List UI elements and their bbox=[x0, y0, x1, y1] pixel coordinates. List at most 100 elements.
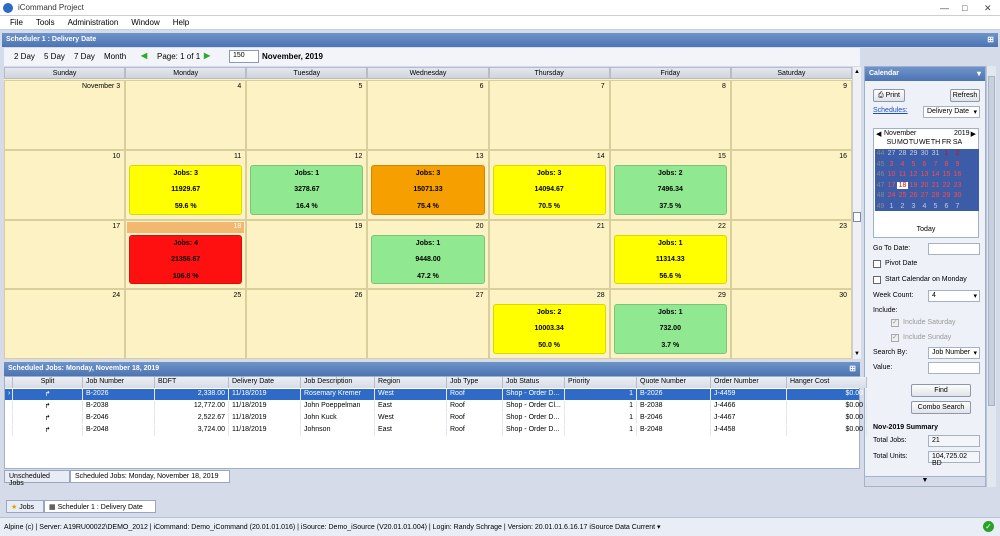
menu-window[interactable]: Window bbox=[131, 18, 160, 27]
day-cell[interactable]: 25 bbox=[125, 289, 247, 359]
mini-day[interactable]: 17 bbox=[887, 181, 896, 189]
day-cell[interactable]: 21 bbox=[488, 219, 610, 290]
day-cell[interactable]: 17 bbox=[4, 219, 126, 290]
column-header[interactable]: Job Type bbox=[447, 377, 503, 388]
menu-administration[interactable]: Administration bbox=[67, 18, 119, 27]
mini-day[interactable]: 8 bbox=[944, 160, 949, 168]
refresh-button[interactable]: Refresh bbox=[950, 89, 980, 102]
minimize-icon[interactable]: — bbox=[940, 3, 949, 13]
mini-day[interactable]: 2 bbox=[900, 202, 905, 210]
start-monday-checkbox[interactable] bbox=[873, 276, 881, 284]
mini-day[interactable]: 29 bbox=[942, 192, 951, 199]
mini-day[interactable]: 27 bbox=[887, 150, 896, 157]
panel-menu-icon[interactable]: ▾ bbox=[976, 69, 981, 78]
mini-day[interactable]: 3 bbox=[889, 160, 894, 168]
day-cell[interactable]: 19 bbox=[246, 219, 368, 290]
mini-day[interactable]: 27 bbox=[920, 192, 929, 199]
mini-day[interactable]: 19 bbox=[909, 181, 918, 189]
next-page-icon[interactable]: ▶ bbox=[204, 51, 211, 60]
mini-month[interactable]: November bbox=[884, 130, 917, 137]
column-header[interactable]: Order Number bbox=[711, 377, 787, 388]
job-summary-box[interactable]: Jobs: 2 7496.34 37.5 % bbox=[613, 164, 727, 215]
side-panel-expand-icon[interactable]: ▼ bbox=[864, 476, 986, 487]
mini-day[interactable]: 14 bbox=[931, 171, 940, 178]
day-cell[interactable]: 26 bbox=[246, 289, 368, 359]
mini-day[interactable]: 11 bbox=[898, 171, 907, 178]
mini-day[interactable]: 4 bbox=[922, 202, 927, 210]
mini-day[interactable]: 23 bbox=[953, 181, 962, 189]
mini-day[interactable]: 15 bbox=[942, 171, 951, 178]
column-header[interactable]: BDFT bbox=[155, 377, 229, 388]
mini-day[interactable]: 7 bbox=[933, 160, 938, 168]
split-icon[interactable]: ↱ bbox=[13, 413, 83, 424]
job-summary-box[interactable]: Jobs: 3 14094.67 70.5 % bbox=[492, 164, 606, 215]
day-cell[interactable]: 8 bbox=[609, 80, 731, 150]
day-cell[interactable]: 10 bbox=[4, 149, 126, 220]
today-button[interactable]: Today bbox=[916, 226, 936, 233]
view-5day-button[interactable]: 5 Day bbox=[44, 52, 65, 61]
mini-day[interactable]: 3 bbox=[911, 202, 916, 210]
column-header[interactable]: Job Number bbox=[83, 377, 155, 388]
view-month-button[interactable]: Month bbox=[104, 52, 127, 61]
mini-day[interactable]: 31 bbox=[931, 150, 940, 157]
job-summary-box[interactable]: Jobs: 3 15071.33 75.4 % bbox=[371, 164, 485, 215]
schedules-link[interactable]: Schedules: bbox=[873, 107, 908, 114]
mini-year[interactable]: 2019 bbox=[954, 130, 970, 137]
view-7day-button[interactable]: 7 Day bbox=[74, 52, 95, 61]
mini-day[interactable]: 24 bbox=[887, 192, 896, 199]
include-sunday-checkbox[interactable]: ✓ bbox=[891, 334, 899, 342]
week-count-select[interactable]: 4 ▾ bbox=[928, 290, 980, 302]
pin-icon[interactable]: ⊞ bbox=[987, 35, 994, 44]
mini-day[interactable]: 30 bbox=[920, 150, 929, 157]
mini-day[interactable]: 21 bbox=[931, 181, 940, 189]
table-row[interactable]: ↱ B-2046 2,522.67 11/18/2019 John Kuck West Ro… bbox=[5, 413, 867, 424]
menu-tools[interactable]: Tools bbox=[35, 18, 55, 27]
table-row[interactable]: ↱ B-2048 3,724.00 11/18/2019 Johnson East Roof… bbox=[5, 425, 867, 436]
mini-day[interactable]: 29 bbox=[909, 150, 918, 157]
mini-day[interactable]: 12 bbox=[909, 171, 918, 178]
find-button[interactable]: Find bbox=[911, 384, 971, 397]
job-summary-box[interactable]: Jobs: 4 21356.67 106.8 % bbox=[129, 234, 243, 285]
schedules-select[interactable]: Delivery Date ▾ bbox=[923, 106, 980, 118]
side-panel-scrollbar[interactable] bbox=[986, 66, 996, 487]
tab-jobs[interactable]: ★ Jobs bbox=[6, 500, 44, 513]
mini-prev-icon[interactable]: ◀ bbox=[876, 131, 882, 138]
close-icon[interactable]: ✕ bbox=[984, 3, 992, 13]
pin-icon[interactable]: ⊞ bbox=[849, 364, 856, 373]
column-header[interactable]: Split bbox=[13, 377, 83, 388]
column-header[interactable]: Quote Number bbox=[637, 377, 711, 388]
mini-day[interactable]: 16 bbox=[953, 171, 962, 178]
mini-day[interactable]: 6 bbox=[922, 160, 927, 168]
mini-day[interactable]: 25 bbox=[898, 192, 907, 199]
day-cell[interactable]: 23 bbox=[730, 219, 852, 290]
job-summary-box[interactable]: Jobs: 1 3278.67 16.4 % bbox=[250, 164, 364, 215]
maximize-icon[interactable]: □ bbox=[962, 3, 968, 13]
job-summary-box[interactable]: Jobs: 2 10003.34 50.0 % bbox=[492, 304, 606, 354]
page-size-input[interactable]: 150 bbox=[229, 50, 259, 63]
menu-file[interactable]: File bbox=[10, 18, 23, 27]
combo-search-button[interactable]: Combo Search bbox=[911, 401, 971, 414]
mini-day[interactable]: 20 bbox=[920, 181, 929, 189]
prev-page-icon[interactable]: ◀ bbox=[141, 51, 148, 60]
mini-day[interactable]: 13 bbox=[920, 171, 929, 178]
split-icon[interactable]: ↱ bbox=[13, 401, 83, 412]
mini-day[interactable]: 10 bbox=[887, 171, 896, 178]
day-cell[interactable]: 6 bbox=[367, 80, 489, 150]
split-icon[interactable]: ↱ bbox=[13, 389, 83, 400]
mini-day[interactable]: 28 bbox=[898, 150, 907, 157]
day-cell[interactable]: 27 bbox=[367, 289, 489, 359]
menu-help[interactable]: Help bbox=[172, 18, 190, 27]
column-header[interactable]: Job Description bbox=[301, 377, 375, 388]
pivot-checkbox[interactable] bbox=[873, 260, 881, 268]
mini-next-icon[interactable]: ▶ bbox=[970, 131, 976, 138]
day-cell[interactable]: 16 bbox=[730, 149, 852, 220]
mini-day[interactable]: 5 bbox=[933, 202, 938, 210]
print-button[interactable]: ⎙ Print bbox=[873, 89, 905, 102]
mini-day[interactable]: 9 bbox=[955, 160, 960, 168]
day-cell[interactable]: November 3 bbox=[4, 80, 126, 150]
tab-scheduled-jobs[interactable]: Scheduled Jobs: Monday, November 18, 201… bbox=[70, 470, 230, 483]
mini-day[interactable]: 30 bbox=[953, 192, 962, 199]
column-header[interactable]: Hanger Cost bbox=[787, 377, 867, 388]
scroll-thumb[interactable] bbox=[853, 212, 861, 222]
mini-day[interactable]: 7 bbox=[955, 202, 960, 210]
